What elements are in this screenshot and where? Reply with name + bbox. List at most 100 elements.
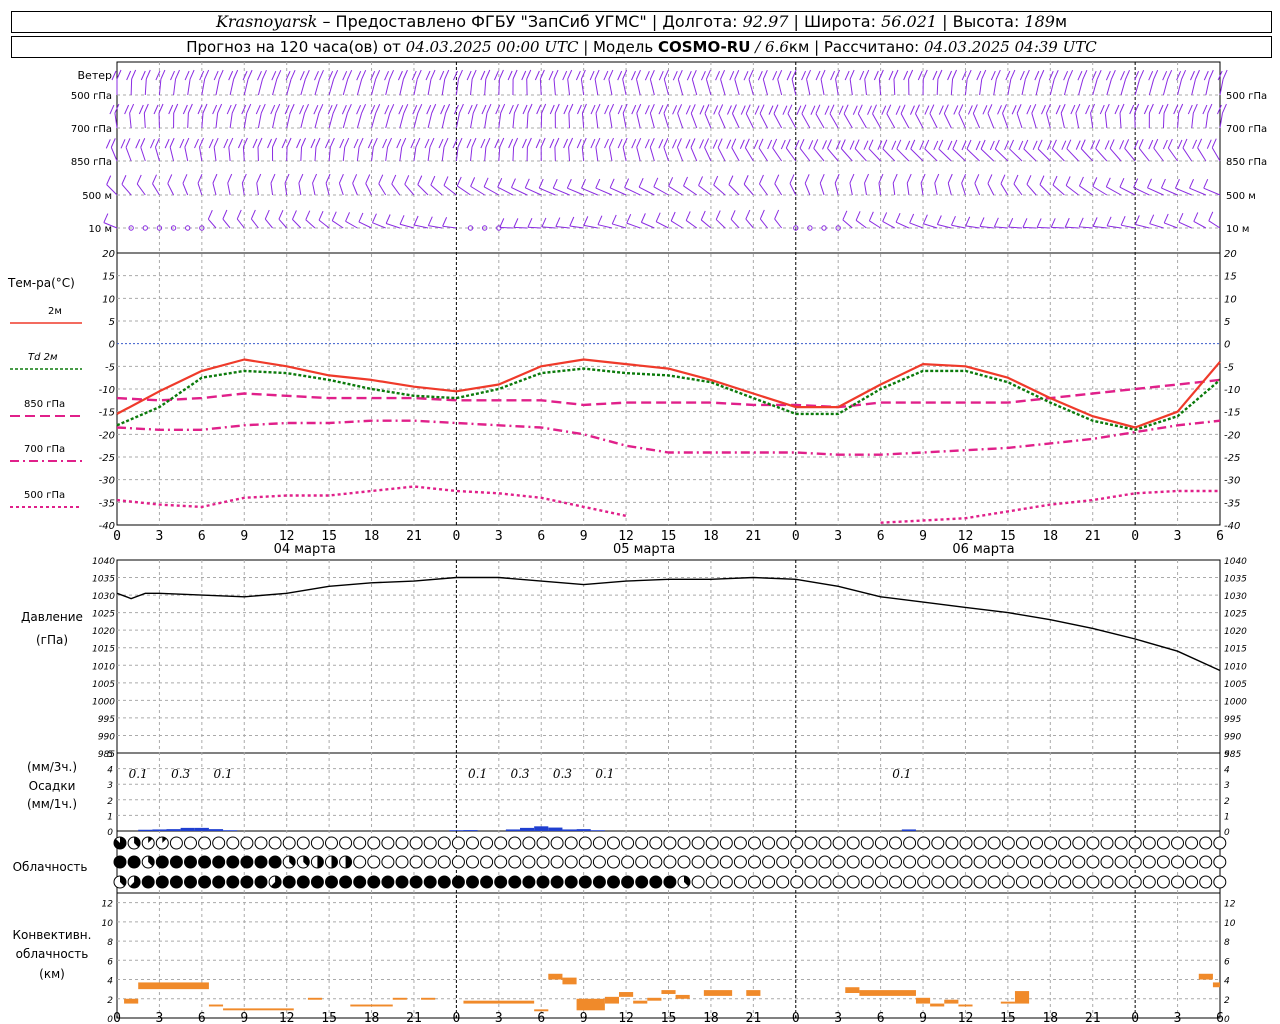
wind-barb-feather (238, 139, 242, 148)
cloud-cover-icon (833, 837, 845, 849)
wind-barb (1022, 79, 1025, 95)
wind-barb-feather (1125, 139, 1129, 148)
cloud-cover-icon (805, 876, 817, 888)
wind-barb-feather (716, 71, 720, 80)
wind-barb (1076, 113, 1079, 128)
wind-barb-feather (494, 71, 498, 80)
wind-barb-feather (386, 214, 390, 223)
wind-barb (188, 113, 189, 128)
x-tick-label-bottom: 15 (661, 1011, 677, 1024)
cloud-cover-icon (1016, 876, 1028, 888)
wind-barb-feather (110, 105, 114, 114)
wind-barb-feather (996, 70, 1000, 79)
wind-barb (386, 113, 390, 128)
cloud-cover-icon (1031, 876, 1043, 888)
wind-barb-feather (990, 141, 994, 150)
wind-barb (499, 79, 500, 95)
wind-barb-feather (746, 210, 750, 219)
cloud-cover-icon (791, 837, 803, 849)
cloud-cover-icon (763, 876, 775, 888)
cloud-cover-icon (509, 856, 521, 868)
pressure-y-tick-right: 1015 (1224, 645, 1247, 655)
wind-barb (692, 79, 696, 95)
wind-barb-feather (383, 139, 387, 148)
x-tick-label-bottom: 0 (792, 1011, 800, 1024)
wind-barb (1050, 79, 1054, 95)
temp-y-tick-left: -20 (99, 430, 115, 441)
wind-barb-feather (272, 71, 276, 80)
cloud-cover-icon (424, 856, 436, 868)
wind-barb-feather (754, 140, 758, 149)
wind-barb-feather (413, 105, 417, 114)
wind-barb-feather (618, 71, 622, 80)
wind-barb (251, 219, 258, 228)
wind-barb-feather (242, 105, 246, 114)
x-tick-label-bottom: 6 (198, 1011, 206, 1024)
pressure-y-tick-right: 990 (1224, 732, 1241, 742)
cloud-cover-icon (565, 856, 577, 868)
wind-barb-feather (500, 218, 504, 227)
cloud-cover-icon (326, 876, 338, 888)
wind-barb-feather (677, 138, 681, 147)
cloud-cover-icon (354, 856, 366, 868)
precip-y-tick-left: 3 (107, 781, 113, 791)
precip-y-tick-right: 0 (1224, 828, 1230, 838)
wind-barb (656, 222, 668, 228)
wind-barb (513, 147, 514, 161)
wind-barb-feather (639, 178, 643, 187)
wind-barb-feather (911, 140, 915, 149)
temp-y-tick-right: -40 (1224, 521, 1240, 532)
wind-barb (442, 147, 444, 161)
wind-barb (1107, 79, 1112, 95)
wind-barb-feather (610, 179, 614, 188)
conv-cloud-bar (916, 998, 930, 1004)
wind-barb-feather (988, 104, 992, 113)
cloud-cover-icon (1143, 856, 1155, 868)
cloud-cover-icon (1143, 876, 1155, 888)
wind-barb-feather (1006, 71, 1010, 80)
wind-barb (609, 79, 612, 95)
wind-barb-feather (523, 105, 527, 114)
cloud-cover-icon (734, 876, 746, 888)
upper-frame (117, 62, 1220, 525)
wind-barb-feather (807, 70, 811, 79)
wind-barb (612, 224, 626, 228)
temp-y-tick-right: -15 (1224, 408, 1240, 419)
wind-barb-feather (923, 215, 927, 224)
wind-barb (568, 79, 570, 95)
cloud-cover-icon (904, 837, 916, 849)
wind-barb (405, 184, 414, 195)
wind-barb-feather (405, 175, 409, 184)
wind-barb (1061, 113, 1064, 128)
wind-barb-feather (290, 104, 294, 113)
cloud-cover-icon (495, 856, 507, 868)
precip-y-tick-left: 5 (107, 750, 113, 760)
cloud-cover-icon (734, 837, 746, 849)
cloud-cover-icon (734, 856, 746, 868)
wind-barb-feather (906, 141, 910, 150)
wind-barb-feather (691, 104, 695, 113)
wind-barb (686, 220, 697, 228)
wind-barb-feather (1203, 105, 1207, 114)
cloud-cover-icon (114, 856, 126, 868)
wind-barb-feather (1178, 140, 1182, 149)
cloud-cover-icon (1157, 876, 1169, 888)
wind-barb (372, 79, 376, 95)
precip-3h-label: 0.3 (553, 767, 572, 781)
wind-barb-feather (155, 138, 159, 147)
wind-barb-feather (306, 211, 310, 220)
cloud-cover-icon (1087, 856, 1099, 868)
wind-barb (705, 113, 711, 128)
wind-barb-feather (373, 138, 377, 147)
wind-barb (273, 113, 276, 128)
wind-barb (721, 79, 726, 95)
pressure-y-tick-right: 1040 (1224, 557, 1247, 567)
wind-barb-feather (176, 70, 180, 79)
wind-barb-feather (596, 104, 600, 113)
wind-barb-feather (939, 140, 943, 149)
wind-barb (627, 223, 641, 228)
cloud-cover-icon (213, 856, 225, 868)
wind-barb-feather (432, 104, 436, 113)
wind-barb-feather (112, 71, 116, 80)
